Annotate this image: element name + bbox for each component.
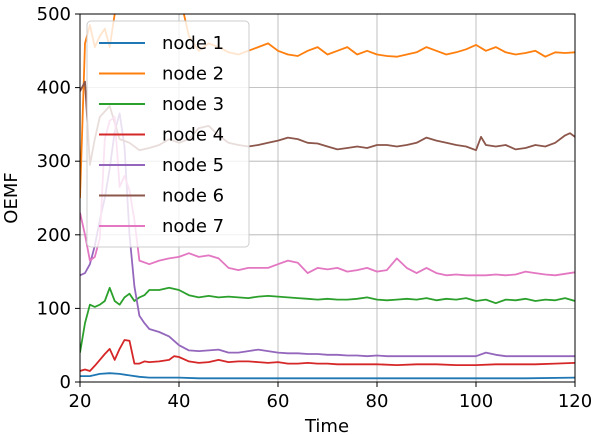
series-line-node-3 bbox=[80, 286, 575, 353]
x-tick-label: 100 bbox=[459, 391, 493, 412]
series-line-node-4 bbox=[80, 339, 575, 372]
legend-label-node-3: node 3 bbox=[162, 94, 224, 115]
legend-label-node-5: node 5 bbox=[162, 155, 224, 176]
legend: node 1 node 2 node 3 node 4 node 5 node 6 node… bbox=[86, 20, 250, 248]
y-tick-label: 300 bbox=[37, 151, 71, 172]
legend-label-node-4: node 4 bbox=[162, 125, 224, 146]
x-tick-label: 120 bbox=[558, 391, 592, 412]
y-tick-label: 100 bbox=[37, 298, 71, 319]
y-tick-label: 0 bbox=[60, 372, 71, 393]
legend-label-node-7: node 7 bbox=[162, 216, 224, 237]
plot-frame bbox=[79, 13, 576, 383]
y-tick-label: 400 bbox=[37, 78, 71, 99]
x-tick-label: 80 bbox=[366, 391, 389, 412]
x-tick-label: 40 bbox=[168, 391, 191, 412]
legend-box bbox=[86, 20, 250, 248]
series-line-node-2 bbox=[80, 14, 575, 199]
legend-label-node-1: node 1 bbox=[162, 33, 224, 54]
y-tick-label: 200 bbox=[37, 225, 71, 246]
legend-label-node-2: node 2 bbox=[162, 64, 224, 85]
series-line-node-1 bbox=[80, 372, 575, 380]
axis-ticks: 20 40 60 80 100 120 0 100 200 300 400 500 bbox=[37, 4, 593, 412]
y-tick-label: 500 bbox=[37, 4, 71, 25]
legend-label-node-6: node 6 bbox=[162, 186, 224, 207]
x-axis-label: Time bbox=[304, 416, 349, 435]
y-axis-label: OEMF bbox=[1, 172, 22, 223]
x-tick-label: 20 bbox=[69, 391, 92, 412]
x-tick-label: 60 bbox=[267, 391, 290, 412]
